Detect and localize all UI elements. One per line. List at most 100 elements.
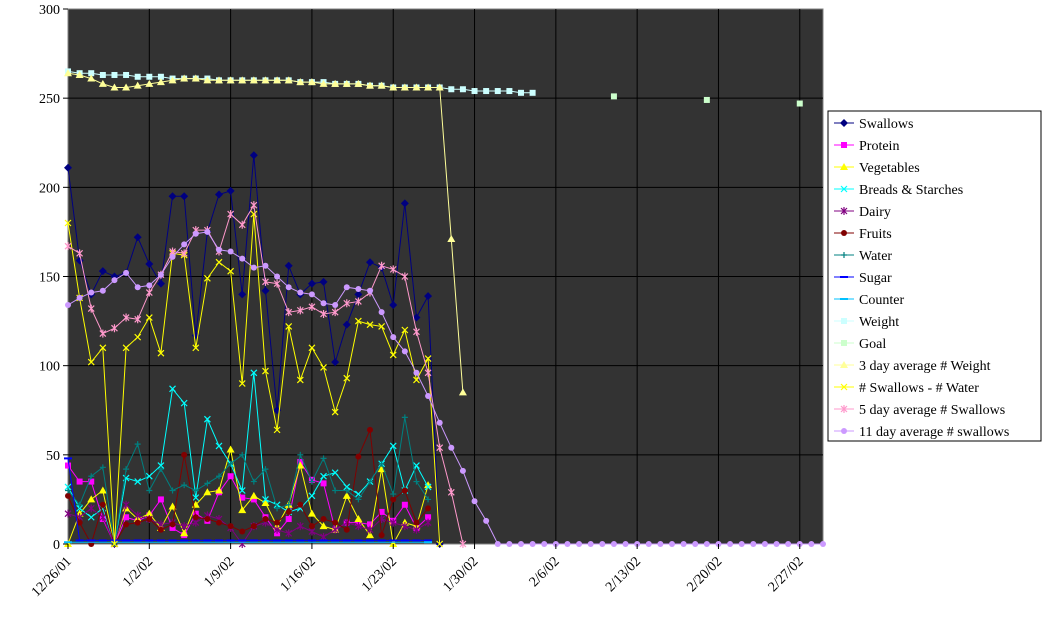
data-point-swallows-water — [157, 349, 165, 357]
legend-label: Swallows — [859, 117, 913, 132]
data-point-swallows — [168, 192, 177, 201]
legend-item-vegetables: Vegetables — [834, 161, 920, 176]
data-point-fruits — [343, 526, 350, 533]
data-point-3-day-average-weight — [98, 79, 107, 87]
data-point-protein — [192, 510, 199, 517]
data-point-water — [76, 501, 83, 508]
data-point-breads-starches — [145, 472, 153, 480]
data-point-11-day-average-swallows — [518, 541, 524, 547]
data-point-swallows-water — [366, 321, 374, 329]
data-point-breads-starches — [250, 369, 258, 377]
data-point-11-day-average-swallows — [332, 302, 339, 309]
data-point-11-day-average-swallows — [262, 262, 269, 269]
data-point-11-day-average-swallows — [727, 541, 734, 547]
series-5-day-average-swallows — [64, 201, 467, 548]
data-point-breads-starches — [134, 478, 142, 486]
data-point-vegetables — [215, 486, 223, 494]
data-point-11-day-average-swallows — [448, 444, 455, 451]
data-point-water — [425, 496, 432, 503]
data-point-11-day-average-swallows — [297, 289, 304, 296]
data-point-5-day-average-swallows — [238, 220, 246, 229]
data-point-breads-starches — [320, 472, 327, 480]
legend-label: # Swallows - # Water — [859, 381, 979, 396]
data-point-breads-starches — [389, 442, 397, 450]
legend-swatch-marker — [841, 340, 847, 346]
data-point-water — [297, 451, 304, 458]
data-point-11-day-average-swallows — [413, 369, 420, 376]
data-point-vegetables — [342, 491, 351, 499]
data-point-fruits — [181, 451, 188, 458]
series-water — [65, 414, 432, 547]
data-point-water — [239, 451, 246, 458]
data-point-water — [227, 460, 234, 467]
data-point-fruits — [367, 426, 373, 433]
legend-item-weight: Weight — [834, 315, 899, 330]
data-point-protein — [65, 462, 71, 469]
data-point-fruits — [157, 526, 164, 533]
data-point-3-day-average-weight — [145, 79, 154, 87]
data-point-3-day-average-weight — [87, 74, 96, 82]
data-point-11-day-average-swallows — [436, 419, 443, 426]
data-point-water — [343, 487, 350, 494]
legend-item-protein: Protein — [834, 139, 899, 154]
data-point-vegetables — [424, 481, 433, 489]
data-point-breads-starches — [343, 483, 351, 491]
data-point-water — [204, 480, 211, 487]
data-point-11-day-average-swallows — [390, 334, 397, 341]
data-point-swallows-water — [111, 540, 118, 548]
data-point-swallows-water — [308, 344, 316, 352]
data-point-fruits — [169, 521, 176, 528]
legend-swatch-marker — [840, 405, 848, 413]
data-point-3-day-average-weight — [64, 69, 72, 77]
x-grid-lines — [148, 9, 801, 544]
data-point-11-day-average-swallows — [250, 264, 257, 271]
data-point-water — [413, 478, 420, 485]
data-point-11-day-average-swallows — [274, 273, 281, 280]
legend-swatch-marker — [841, 142, 847, 148]
data-point-water — [390, 491, 397, 498]
legend-label: 3 day average # Weight — [859, 359, 991, 374]
data-point-11-day-average-swallows — [576, 541, 583, 547]
data-point-5-day-average-swallows — [134, 315, 142, 324]
data-point-breads-starches — [203, 415, 211, 423]
data-point-11-day-average-swallows — [308, 291, 315, 298]
data-point-3-day-average-weight — [447, 235, 456, 243]
data-point-weight — [134, 73, 141, 80]
data-point-3-day-average-weight — [180, 74, 189, 82]
data-point-11-day-average-swallows — [123, 269, 130, 276]
data-point-11-day-average-swallows — [204, 228, 211, 235]
data-point-5-day-average-swallows — [401, 272, 409, 281]
data-point-water — [320, 455, 327, 462]
data-point-5-day-average-swallows — [122, 313, 130, 322]
x-axis-ticks: 12/26/01 1/2/02 1/9/02 1/16/02 1/23/02 1/30/0… — [29, 544, 807, 600]
data-point-11-day-average-swallows — [564, 541, 571, 547]
data-point-5-day-average-swallows — [378, 261, 386, 270]
data-point-protein — [169, 524, 176, 531]
data-point-swallows-water — [401, 326, 409, 334]
data-point-5-day-average-swallows — [64, 242, 72, 251]
legend-item-sugar: Sugar — [834, 271, 892, 286]
data-point-11-day-average-swallows — [541, 541, 548, 547]
data-point-swallows — [98, 267, 107, 276]
data-point-breads-starches — [76, 504, 84, 512]
data-point-fruits — [285, 508, 292, 515]
legend-label: 11 day average # swallows — [859, 425, 1009, 440]
data-point-5-day-average-swallows — [285, 308, 293, 317]
legend-swatch-marker — [840, 119, 848, 127]
data-point-dairy — [331, 525, 339, 534]
series-goal — [610, 93, 803, 107]
data-point-swallows-water — [424, 355, 432, 362]
data-point-11-day-average-swallows — [169, 253, 176, 260]
data-point-3-day-average-weight — [424, 83, 433, 91]
legend-swatch-marker — [840, 383, 848, 391]
data-point-vegetables — [180, 529, 189, 537]
x-tick-label: 1/9/02 — [202, 554, 238, 590]
data-point-5-day-average-swallows — [447, 488, 455, 497]
data-point-swallows-water — [378, 323, 386, 330]
data-point-5-day-average-swallows — [250, 201, 258, 210]
data-point-swallows-water — [64, 219, 72, 227]
legend-item-5-day-average-swallows: 5 day average # Swallows — [834, 403, 1005, 418]
data-point-3-day-average-weight — [354, 79, 363, 87]
x-tick-label: 2/20/02 — [684, 554, 725, 595]
data-point-5-day-average-swallows — [227, 210, 235, 219]
